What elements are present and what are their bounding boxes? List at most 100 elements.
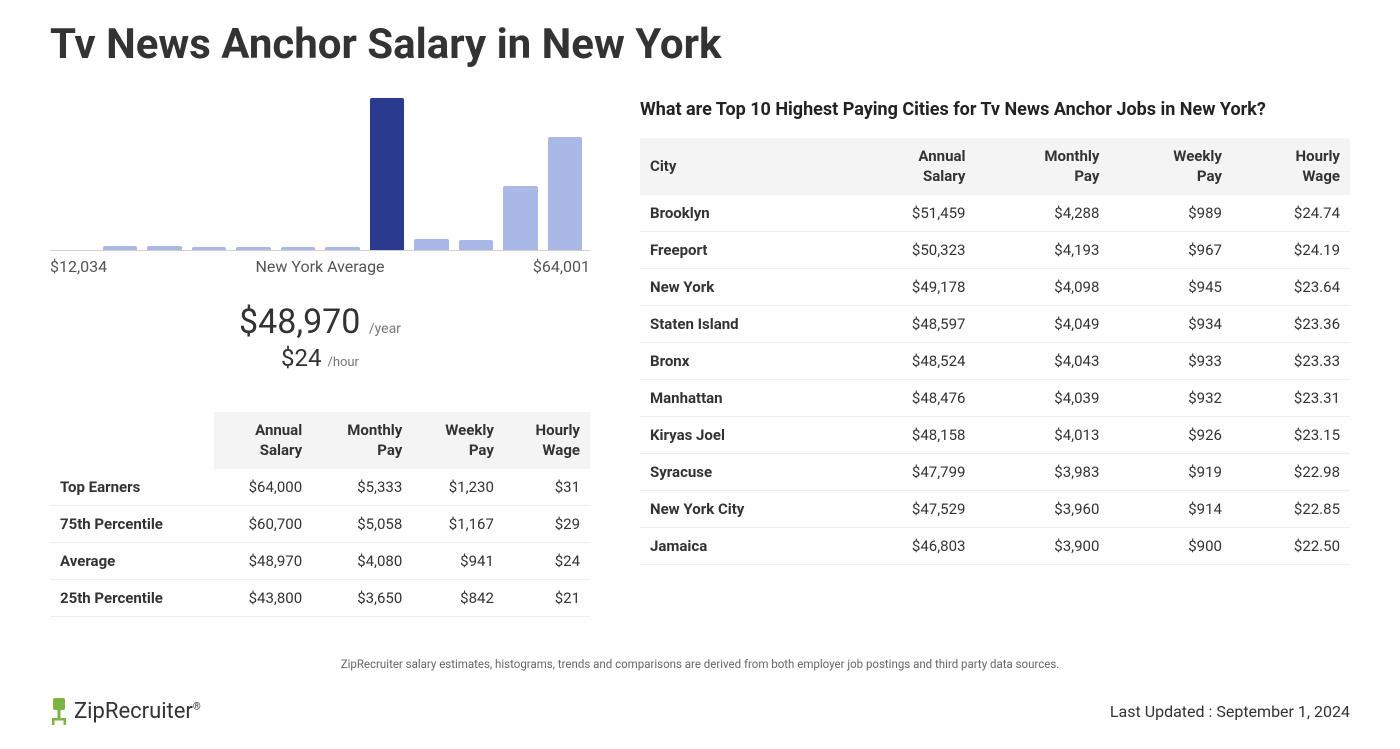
histogram-bar <box>103 246 138 250</box>
left-column: $12,034 New York Average $64,001 $48,970… <box>50 99 590 617</box>
table-cell: $933 <box>1109 343 1232 380</box>
chair-icon <box>50 696 68 726</box>
table-row: Syracuse$47,799$3,983$919$22.98 <box>640 454 1350 491</box>
table-cell: $24 <box>504 543 590 580</box>
table-cell: $3,900 <box>975 528 1109 565</box>
brand-text-2: Recruiter <box>105 699 193 724</box>
table-cell: $48,970 <box>214 543 312 580</box>
table-cell: $60,700 <box>214 506 312 543</box>
annual-salary-display: $48,970 /year <box>50 302 590 342</box>
table-cell: Freeport <box>640 232 844 269</box>
cities-heading: What are Top 10 Highest Paying Cities fo… <box>640 99 1350 120</box>
table-row: New York City$47,529$3,960$914$22.85 <box>640 491 1350 528</box>
histogram-bar <box>325 247 360 250</box>
table-cell: $4,288 <box>975 195 1109 232</box>
table-cell: $1,167 <box>412 506 504 543</box>
table-cell: $48,158 <box>844 417 975 454</box>
table-cell: $46,803 <box>844 528 975 565</box>
page-title: Tv News Anchor Salary in New York <box>50 20 1350 69</box>
table-cell: $24.19 <box>1232 232 1350 269</box>
table-header: AnnualSalary <box>214 412 312 469</box>
table-cell: $22.85 <box>1232 491 1350 528</box>
table-cell: Average <box>50 543 214 580</box>
histogram-bar <box>281 247 316 250</box>
table-header <box>50 412 214 469</box>
cities-table: CityAnnualSalaryMonthlyPayWeeklyPayHourl… <box>640 138 1350 565</box>
table-cell: $23.15 <box>1232 417 1350 454</box>
table-cell: New York <box>640 269 844 306</box>
table-header: AnnualSalary <box>844 138 975 195</box>
table-cell: $914 <box>1109 491 1232 528</box>
table-cell: Brooklyn <box>640 195 844 232</box>
salary-histogram: $12,034 New York Average $64,001 $48,970… <box>50 99 590 372</box>
hourly-wage-display: $24 /hour <box>50 344 590 372</box>
table-row: Staten Island$48,597$4,049$934$23.36 <box>640 306 1350 343</box>
histogram-bar <box>370 98 405 250</box>
table-cell: $3,650 <box>312 580 412 617</box>
table-cell: $29 <box>504 506 590 543</box>
table-row: Brooklyn$51,459$4,288$989$24.74 <box>640 195 1350 232</box>
table-cell: $4,098 <box>975 269 1109 306</box>
table-cell: $47,799 <box>844 454 975 491</box>
table-cell: $5,333 <box>312 469 412 506</box>
table-cell: Top Earners <box>50 469 214 506</box>
axis-max-label: $64,001 <box>533 257 590 276</box>
hourly-wage-value: $24 <box>281 344 321 372</box>
last-updated: Last Updated : September 1, 2024 <box>1110 702 1350 721</box>
histogram-bar <box>548 137 583 250</box>
table-cell: $3,960 <box>975 491 1109 528</box>
table-row: Bronx$48,524$4,043$933$23.33 <box>640 343 1350 380</box>
table-cell: $50,323 <box>844 232 975 269</box>
histogram-bar <box>192 247 227 250</box>
histogram-bar <box>147 246 182 250</box>
table-cell: $945 <box>1109 269 1232 306</box>
table-row: Top Earners$64,000$5,333$1,230$31 <box>50 469 590 506</box>
table-cell: $4,080 <box>312 543 412 580</box>
table-header: WeeklyPay <box>412 412 504 469</box>
histogram-bar <box>459 240 494 250</box>
table-cell: Bronx <box>640 343 844 380</box>
right-column: What are Top 10 Highest Paying Cities fo… <box>640 99 1350 565</box>
table-cell: $3,983 <box>975 454 1109 491</box>
table-cell: $23.33 <box>1232 343 1350 380</box>
table-cell: $919 <box>1109 454 1232 491</box>
table-cell: $64,000 <box>214 469 312 506</box>
table-cell: $934 <box>1109 306 1232 343</box>
table-cell: $4,043 <box>975 343 1109 380</box>
annual-salary-unit: /year <box>369 321 401 337</box>
table-row: Kiryas Joel$48,158$4,013$926$23.15 <box>640 417 1350 454</box>
table-cell: $4,193 <box>975 232 1109 269</box>
histogram-bar <box>414 239 449 250</box>
table-cell: $22.98 <box>1232 454 1350 491</box>
table-cell: New York City <box>640 491 844 528</box>
table-cell: $932 <box>1109 380 1232 417</box>
table-cell: $48,476 <box>844 380 975 417</box>
brand-text-1: Zip <box>74 699 105 724</box>
table-cell: $48,524 <box>844 343 975 380</box>
table-cell: $989 <box>1109 195 1232 232</box>
footnote: ZipRecruiter salary estimates, histogram… <box>50 657 1350 671</box>
table-cell: 75th Percentile <box>50 506 214 543</box>
main-content: $12,034 New York Average $64,001 $48,970… <box>50 99 1350 617</box>
table-cell: Kiryas Joel <box>640 417 844 454</box>
brand-logo[interactable]: ZipRecruiter® <box>50 696 201 726</box>
histogram-bar <box>236 247 271 250</box>
table-cell: $842 <box>412 580 504 617</box>
axis-center-label: New York Average <box>50 257 590 276</box>
table-header: MonthlyPay <box>312 412 412 469</box>
table-cell: $47,529 <box>844 491 975 528</box>
table-cell: $4,013 <box>975 417 1109 454</box>
table-cell: 25th Percentile <box>50 580 214 617</box>
table-cell: $43,800 <box>214 580 312 617</box>
table-cell: Manhattan <box>640 380 844 417</box>
table-header: HourlyWage <box>504 412 590 469</box>
table-cell: $926 <box>1109 417 1232 454</box>
table-row: New York$49,178$4,098$945$23.64 <box>640 269 1350 306</box>
table-row: 25th Percentile$43,800$3,650$842$21 <box>50 580 590 617</box>
table-cell: $4,049 <box>975 306 1109 343</box>
table-cell: $21 <box>504 580 590 617</box>
table-cell: $900 <box>1109 528 1232 565</box>
table-cell: $51,459 <box>844 195 975 232</box>
hourly-wage-unit: /hour <box>327 355 359 370</box>
table-header: WeeklyPay <box>1109 138 1232 195</box>
